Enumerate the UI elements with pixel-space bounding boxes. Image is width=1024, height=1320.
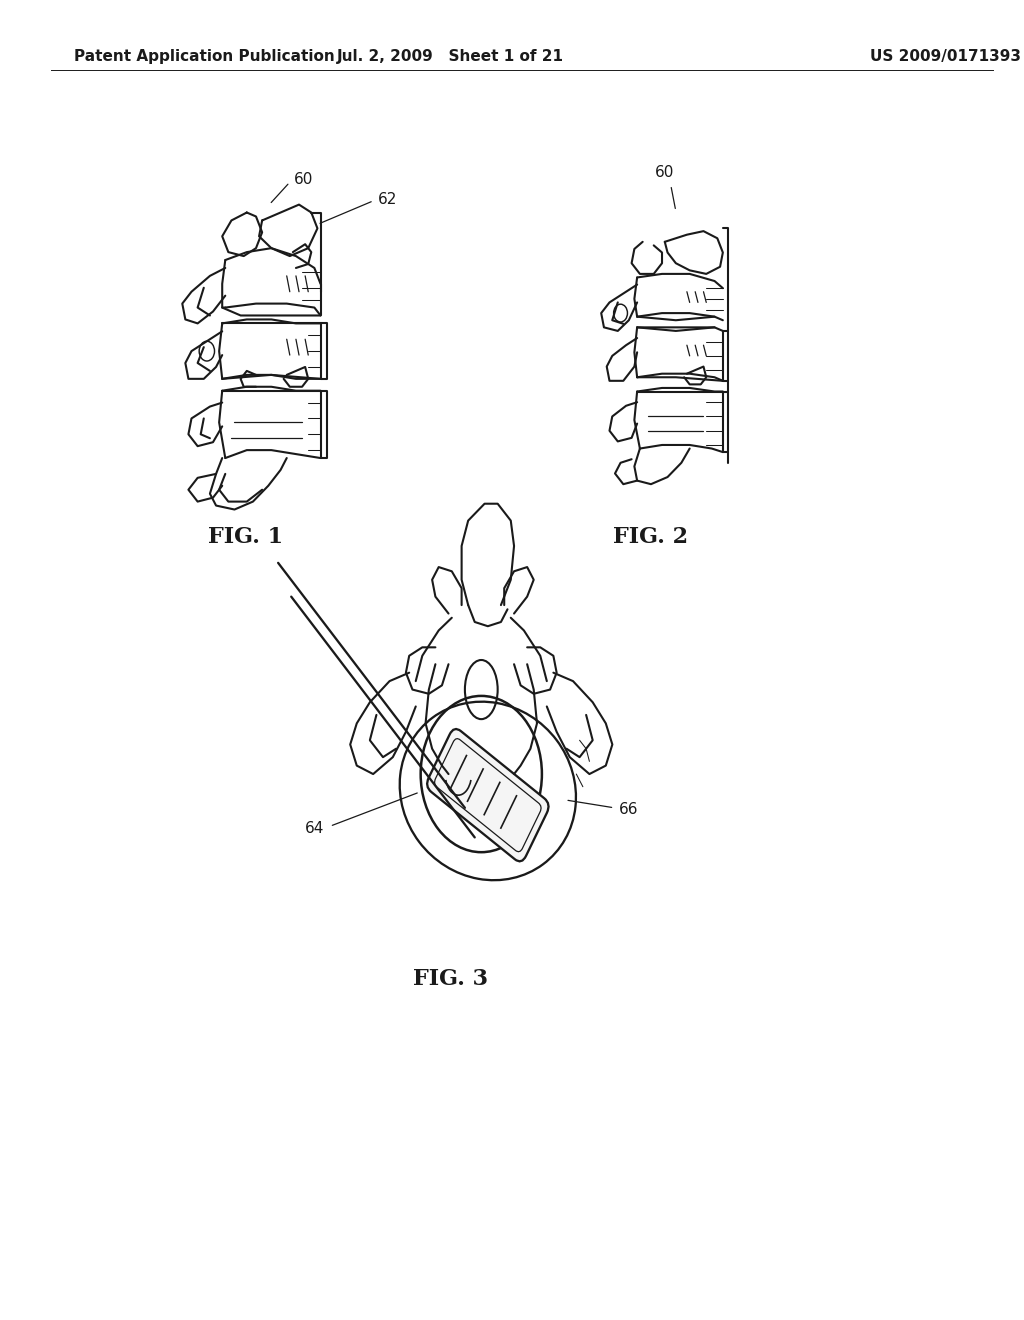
Text: 60: 60 <box>655 165 674 180</box>
Text: FIG. 2: FIG. 2 <box>612 527 688 548</box>
Text: 62: 62 <box>378 191 397 207</box>
FancyBboxPatch shape <box>427 729 549 862</box>
Text: US 2009/0171393 A9: US 2009/0171393 A9 <box>870 49 1024 65</box>
Text: FIG. 3: FIG. 3 <box>413 969 488 990</box>
Text: Jul. 2, 2009   Sheet 1 of 21: Jul. 2, 2009 Sheet 1 of 21 <box>337 49 564 65</box>
Text: FIG. 1: FIG. 1 <box>208 527 284 548</box>
Text: 66: 66 <box>618 801 638 817</box>
Text: 60: 60 <box>294 172 313 187</box>
Text: 64: 64 <box>305 821 325 837</box>
Text: Patent Application Publication: Patent Application Publication <box>74 49 335 65</box>
